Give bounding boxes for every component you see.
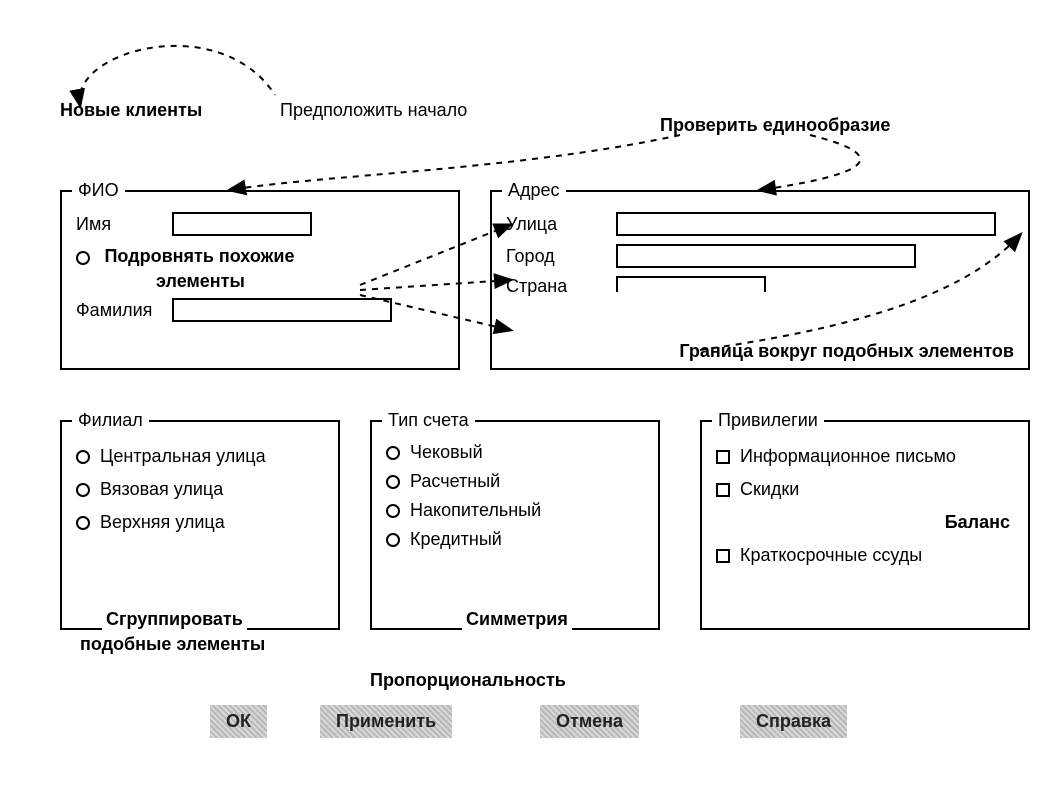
radio-align-icon [76,251,90,265]
label-country: Страна [506,276,616,297]
legend-address: Адрес [502,180,566,201]
account-note: Симметрия [462,609,572,630]
account-opt-0[interactable]: Чековый [386,442,644,463]
row-street: Улица [506,212,1014,236]
priv-opt-2-label: Краткосрочные ссуды [740,545,922,566]
priv-opt-2[interactable]: Краткосрочные ссуды [716,545,1014,566]
label-surname: Фамилия [76,300,172,321]
priv-opt-0[interactable]: Информационное письмо [716,446,1014,467]
branch-opt-1[interactable]: Вязовая улица [76,479,324,500]
arrow-loop [80,46,275,105]
label-street: Улица [506,214,616,235]
row-city: Город [506,244,1014,268]
fieldset-branch: Филиал Центральная улица Вязовая улица В… [60,420,340,630]
legend-branch: Филиал [72,410,149,431]
account-opt-2[interactable]: Накопительный [386,500,644,521]
legend-privileges: Привилегии [712,410,824,431]
input-country[interactable] [616,276,766,292]
align-note-2: элементы [156,271,444,292]
radio-icon [386,533,400,547]
branch-opt-0[interactable]: Центральная улица [76,446,324,467]
cancel-button[interactable]: Отмена [540,705,639,738]
branch-note: Сгруппировать [102,609,247,630]
priv-opt-0-label: Информационное письмо [740,446,956,467]
branch-opt-1-label: Вязовая улица [100,479,223,500]
label-proportion: Пропорциональность [370,670,566,691]
priv-note: Баланс [716,512,1010,533]
checkbox-icon [716,549,730,563]
radio-icon [386,504,400,518]
align-note: Подровнять похожие [104,246,294,266]
branch-opt-2-label: Верхняя улица [100,512,225,533]
label-check-uniformity: Проверить единообразие [660,115,890,136]
input-street[interactable] [616,212,996,236]
radio-icon [76,450,90,464]
branch-note-2: подобные элементы [80,634,265,655]
radio-icon [76,516,90,530]
legend-fio: ФИО [72,180,125,201]
ok-button[interactable]: ОК [210,705,267,738]
label-suggest-start: Предположить начало [280,100,467,121]
branch-opt-0-label: Центральная улица [100,446,266,467]
row-name: Имя [76,212,444,236]
account-opt-1[interactable]: Расчетный [386,471,644,492]
input-name[interactable] [172,212,312,236]
label-city: Город [506,246,616,267]
radio-icon [386,446,400,460]
help-button[interactable]: Справка [740,705,847,738]
align-note-row: Подровнять похожие [76,246,444,267]
fieldset-address: Адрес Улица Город Страна Граница вокруг … [490,190,1030,370]
input-surname[interactable] [172,298,392,322]
checkbox-icon [716,450,730,464]
fieldset-fio: ФИО Имя Подровнять похожие элементы Фами… [60,190,460,370]
input-city[interactable] [616,244,916,268]
branch-opt-2[interactable]: Верхняя улица [76,512,324,533]
border-note: Граница вокруг подобных элементов [679,341,1014,362]
account-opt-3[interactable]: Кредитный [386,529,644,550]
priv-opt-1-label: Скидки [740,479,799,500]
diagram-canvas: Новые клиенты Предположить начало Провер… [20,20,1036,767]
row-country: Страна [506,276,1014,297]
arrow-uniform-left [230,135,680,190]
checkbox-icon [716,483,730,497]
row-surname: Фамилия [76,298,444,322]
account-opt-1-label: Расчетный [410,471,500,492]
radio-icon [386,475,400,489]
priv-opt-1[interactable]: Скидки [716,479,1014,500]
apply-button[interactable]: Применить [320,705,452,738]
account-opt-3-label: Кредитный [410,529,502,550]
fieldset-privileges: Привилегии Информационное письмо Скидки … [700,420,1030,630]
radio-icon [76,483,90,497]
account-opt-0-label: Чековый [410,442,483,463]
account-opt-2-label: Накопительный [410,500,541,521]
arrow-uniform-right [760,135,860,190]
label-new-clients: Новые клиенты [60,100,202,121]
legend-account: Тип счета [382,410,475,431]
fieldset-account: Тип счета Чековый Расчетный Накопительны… [370,420,660,630]
label-name: Имя [76,214,172,235]
